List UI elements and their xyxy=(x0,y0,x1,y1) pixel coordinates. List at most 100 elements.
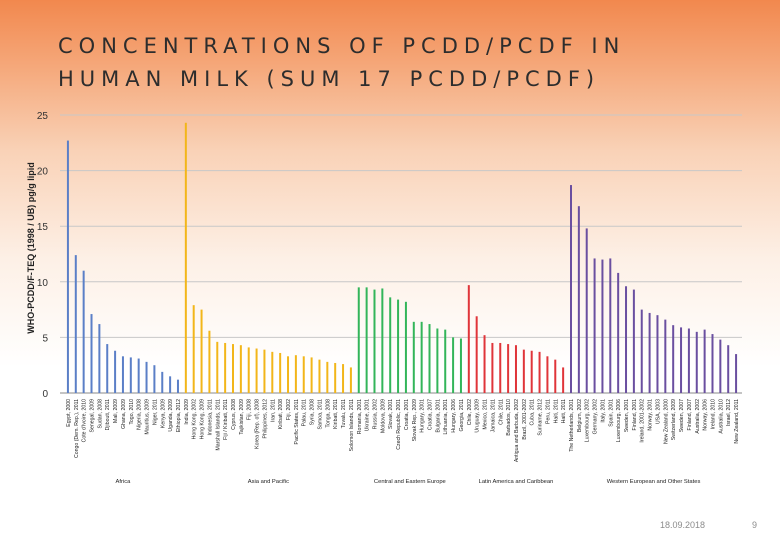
x-tick-label-2-8: Hungary, 2001 xyxy=(420,399,426,433)
x-tick-label-2-0: Romania, 2001 xyxy=(357,399,363,434)
x-tick-label-2-3: Moldova, 2009 xyxy=(380,399,386,433)
bar-3-6 xyxy=(514,345,517,393)
bar-1-8 xyxy=(247,347,250,393)
bar-0-12 xyxy=(161,371,164,393)
x-tick-label-1-19: Kiribati, 2011 xyxy=(333,399,339,429)
bar-1-10 xyxy=(263,349,266,393)
x-tick-label-2-13: Georgia, 2011 xyxy=(459,399,465,432)
bar-0-5 xyxy=(106,344,109,393)
bar-4-12 xyxy=(664,319,667,393)
x-tick-label-1-1: Hong Kong, 2002 xyxy=(192,399,198,439)
x-tick-label-2-11: Lithuania, 2001 xyxy=(443,399,449,435)
bar-4-9 xyxy=(640,309,643,393)
bar-4-2 xyxy=(585,228,588,393)
bar-2-13 xyxy=(459,338,462,393)
bar-3-5 xyxy=(507,344,510,393)
x-tick-label-4-21: New Zealand, 2011 xyxy=(734,399,740,444)
bar-0-7 xyxy=(121,356,124,393)
bar-4-3 xyxy=(593,258,596,393)
x-tick-label-1-10: Philippines, 2012 xyxy=(262,399,268,439)
x-tick-label-1-9: Korea (Rep. of), 2008 xyxy=(255,399,261,449)
y-tick-label-20: 20 xyxy=(37,167,49,178)
region-label-0: Africa xyxy=(116,479,132,485)
x-tick-label-0-4: Sudan, 2008 xyxy=(97,399,103,429)
bar-3-0 xyxy=(467,285,470,393)
bar-3-7 xyxy=(522,349,525,393)
bar-1-14 xyxy=(294,355,297,393)
x-tick-label-2-4: Slovak, 2001 xyxy=(388,399,394,429)
x-tick-label-2-9: Croatia, 2007 xyxy=(428,399,434,430)
x-tick-label-2-1: Ukraine, 2001 xyxy=(365,399,371,431)
x-tick-label-3-3: Jamaica, 2011 xyxy=(490,399,496,432)
bar-2-6 xyxy=(404,301,407,393)
x-tick-label-3-0: Chile, 2002 xyxy=(467,399,473,425)
bar-2-1 xyxy=(365,287,368,393)
bar-1-3 xyxy=(208,330,211,393)
bar-1-4 xyxy=(216,341,219,393)
bar-0-3 xyxy=(90,314,93,393)
bar-2-5 xyxy=(397,299,400,393)
x-tick-label-1-7: Tajikistan, 2009 xyxy=(239,399,245,435)
bar-1-6 xyxy=(232,344,234,393)
bar-2-7 xyxy=(412,321,415,393)
x-tick-label-1-8: Fiji, 2008 xyxy=(247,399,253,420)
x-tick-label-1-20: Tuvalu, 2011 xyxy=(341,399,347,429)
bar-0-10 xyxy=(145,361,148,393)
bar-4-21 xyxy=(735,354,738,393)
bar-4-17 xyxy=(703,329,706,393)
x-tick-label-4-14: Sweden, 2007 xyxy=(679,399,685,432)
x-tick-label-0-1: Congo (Dem. Rep.), 2011 xyxy=(74,399,80,458)
x-tick-label-1-18: Tonga, 2008 xyxy=(325,399,331,428)
x-tick-label-4-6: Luxembourg, 2006 xyxy=(616,399,622,442)
x-tick-label-1-11: Iran, 2011 xyxy=(270,399,276,422)
region-label-4: Western European and Other States xyxy=(607,479,701,485)
slide-date: 18.09.2018 xyxy=(660,520,706,530)
bar-1-5 xyxy=(224,342,227,393)
bar-4-7 xyxy=(625,286,628,393)
bar-3-1 xyxy=(475,316,478,393)
x-tick-label-0-3: Senegal, 2009 xyxy=(90,399,96,433)
x-tick-label-0-0: Egypt, 2000 xyxy=(66,399,72,427)
bar-3-11 xyxy=(554,359,557,393)
bar-4-16 xyxy=(695,331,698,393)
bar-4-4 xyxy=(601,259,604,393)
bar-2-0 xyxy=(357,287,360,393)
bar-1-16 xyxy=(310,357,313,393)
x-tick-label-4-1: Belgium, 2002 xyxy=(577,399,583,432)
title-line-2: HUMAN MILK (SUM 17 PCDD/PCDF) xyxy=(58,67,601,91)
bar-4-10 xyxy=(648,312,651,393)
x-tick-label-4-10: Norway, 2001 xyxy=(648,399,654,431)
x-tick-label-1-5: Fiji / Kiribati, 2011 xyxy=(223,399,229,440)
x-tick-label-4-9: Ireland, 2001-2002 xyxy=(640,399,646,443)
slide-title: CONCENTRATIONS OF PCDD/PCDF IN HUMAN MIL… xyxy=(58,30,758,96)
bar-1-21 xyxy=(349,367,352,393)
bar-1-17 xyxy=(318,359,321,393)
bar-4-15 xyxy=(687,328,690,393)
x-tick-label-1-21: Solomon Islands, 2011 xyxy=(349,399,355,452)
bar-2-10 xyxy=(436,328,439,393)
bar-1-2 xyxy=(200,309,203,393)
x-tick-label-2-6: Croatia, 2001 xyxy=(404,399,410,430)
x-tick-label-2-10: Bulgaria, 2001 xyxy=(435,399,441,433)
bar-1-18 xyxy=(326,361,329,393)
x-tick-label-1-15: Palau, 2011 xyxy=(302,399,308,426)
x-tick-label-0-11: Niger, 2011 xyxy=(152,399,158,425)
region-label-1: Asia and Pacific xyxy=(248,479,289,485)
x-tick-label-0-13: Uganda, 2009 xyxy=(168,399,174,432)
bar-3-12 xyxy=(562,367,565,393)
x-tick-label-2-5: Czech Republic, 2001 xyxy=(396,399,402,450)
x-tick-label-4-2: Luxembourg, 2002 xyxy=(585,399,591,442)
x-tick-label-3-6: Antigua and Barbuda, 2002 xyxy=(514,399,520,462)
y-tick-label-0: 0 xyxy=(42,389,48,400)
region-label-3: Latin America and Caribbean xyxy=(479,479,554,485)
x-tick-label-2-12: Hungary, 2006 xyxy=(451,399,457,433)
x-tick-label-4-15: Finland, 2007 xyxy=(687,399,693,431)
bar-3-2 xyxy=(483,335,486,393)
bar-2-8 xyxy=(420,321,423,393)
bar-4-20 xyxy=(727,345,730,393)
x-tick-label-0-2: Cote d'Ivoire, 2010 xyxy=(82,399,88,442)
x-tick-label-0-9: Nigeria, 2008 xyxy=(137,399,143,430)
x-tick-label-4-13: Switzerland, 2009 xyxy=(671,399,677,440)
